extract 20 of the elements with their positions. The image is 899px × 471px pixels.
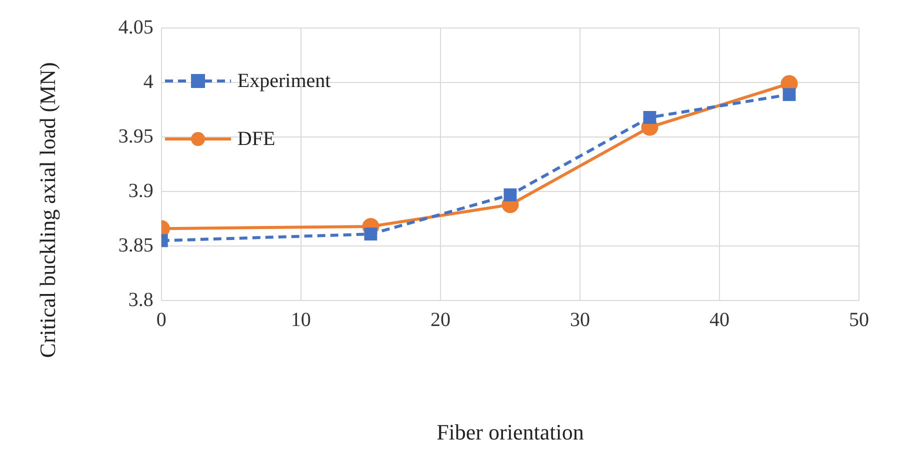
y-tick-label: 4.05 bbox=[118, 16, 154, 38]
point bbox=[364, 228, 378, 241]
y-tick-label: 3.95 bbox=[118, 125, 154, 148]
y-tick-label: 3.9 bbox=[128, 180, 154, 202]
x-tick-label: 10 bbox=[290, 308, 311, 331]
legend-label: Experiment bbox=[237, 70, 331, 92]
point bbox=[643, 110, 656, 124]
point bbox=[504, 188, 517, 202]
x-tick-label: 30 bbox=[570, 308, 590, 331]
x-tick-label: 50 bbox=[849, 308, 869, 331]
y-tick-label: 4 bbox=[143, 70, 154, 93]
x-axis-title: Fiber orientation bbox=[436, 420, 584, 445]
x-tick-label: 0 bbox=[156, 308, 166, 331]
y-axis-title: Critical buckling axial load (MN) bbox=[34, 61, 61, 360]
y-tick-label: 3.8 bbox=[128, 288, 154, 311]
legend-label: DFE bbox=[237, 128, 276, 150]
x-tick-label: 20 bbox=[430, 308, 450, 331]
point bbox=[782, 88, 796, 101]
x-tick-label: 40 bbox=[709, 308, 730, 331]
y-tick-label: 3.85 bbox=[118, 234, 154, 256]
